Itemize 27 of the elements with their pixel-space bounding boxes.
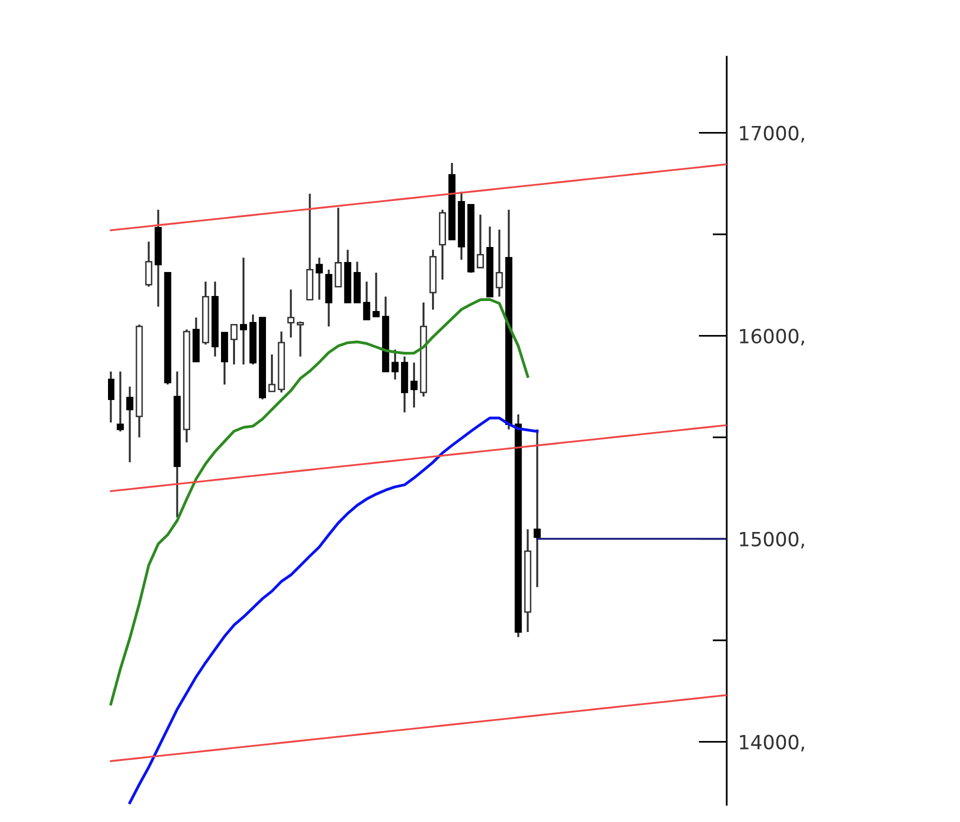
candlestick [230, 324, 238, 366]
line-series [110, 694, 727, 762]
candlestick [268, 354, 276, 392]
candlestick [296, 320, 304, 358]
candlestick [116, 370, 124, 432]
y-tick-label: 16000, [740, 328, 804, 346]
y-tick-label: 17000, [740, 126, 804, 142]
candlestick [496, 228, 503, 298]
candlestick [287, 288, 294, 338]
candlestick [372, 272, 380, 318]
candlestick [145, 240, 152, 288]
y-tick-label: 15000, [740, 532, 804, 548]
candlestick [316, 256, 323, 301]
candlestick [476, 214, 484, 269]
candlestick [410, 362, 418, 408]
candlestick [126, 386, 134, 464]
line-series [128, 416, 539, 804]
candlestick [108, 370, 114, 424]
line-series [110, 163, 727, 232]
candlestick [363, 280, 370, 321]
candlestick [334, 206, 342, 288]
line-series [109, 298, 530, 706]
y-tick-label: 14000, [740, 734, 804, 752]
line-series [110, 424, 727, 492]
candlestick [534, 428, 541, 588]
candlestick [240, 256, 248, 366]
candlestick [392, 348, 399, 380]
